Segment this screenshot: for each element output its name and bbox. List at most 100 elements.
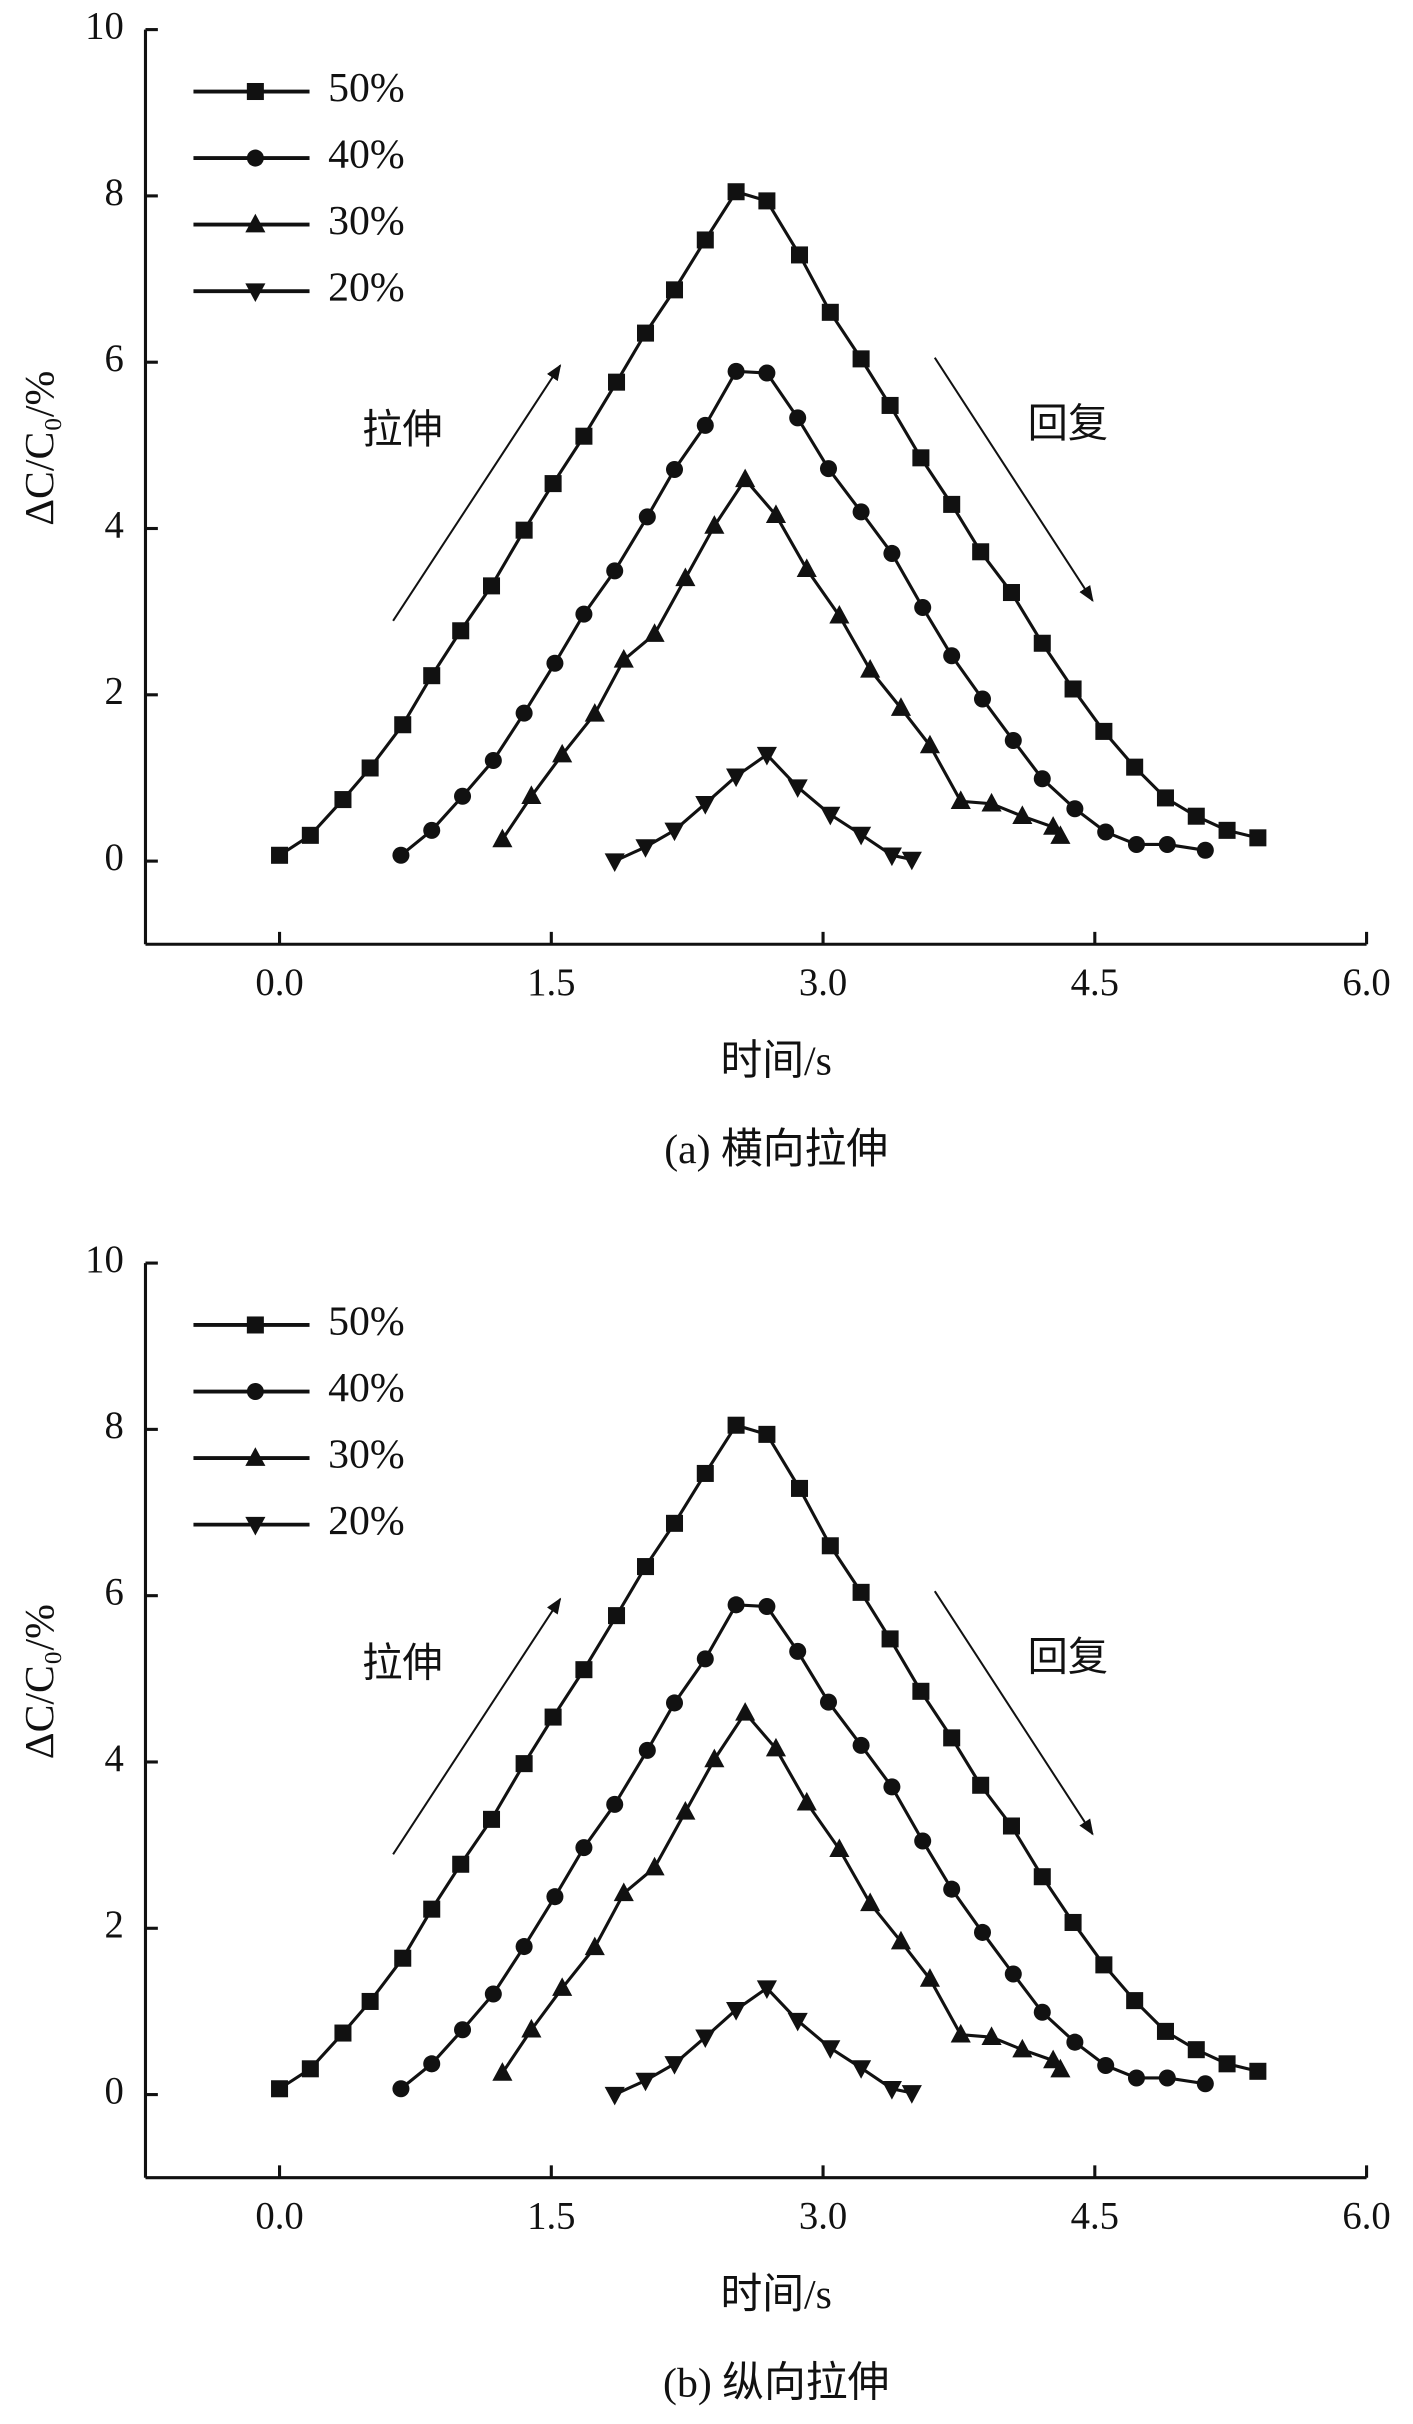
marker <box>901 2085 922 2104</box>
x-axis-label: 时间/s <box>720 2272 831 2318</box>
marker <box>483 1810 501 1828</box>
marker <box>765 504 787 523</box>
marker <box>1218 2055 1236 2073</box>
marker <box>608 373 626 391</box>
y-tick-label: 0 <box>104 837 123 879</box>
y-tick-label: 4 <box>104 504 123 546</box>
marker <box>635 2072 656 2092</box>
marker <box>1196 2075 1214 2093</box>
marker <box>890 697 912 716</box>
marker <box>727 362 745 380</box>
legend-marker <box>246 149 264 167</box>
marker <box>665 460 684 478</box>
marker <box>361 1992 379 2010</box>
marker <box>914 1832 932 1850</box>
marker <box>883 544 901 562</box>
marker <box>644 623 665 642</box>
marker <box>950 790 971 809</box>
line <box>501 1710 1062 2074</box>
series <box>392 1596 1214 2098</box>
marker <box>423 821 441 839</box>
marker <box>301 826 319 844</box>
legend-marker <box>246 1316 264 1334</box>
x-tick-label: 0.0 <box>255 2195 303 2237</box>
caption: (a) 横向拉伸 <box>664 1126 888 1173</box>
marker <box>726 768 747 788</box>
y-tick-label: 2 <box>104 671 123 713</box>
arrow <box>933 1590 1094 1836</box>
marker <box>606 1795 624 1813</box>
marker <box>852 350 870 368</box>
marker <box>1004 1965 1022 1983</box>
marker <box>919 734 941 754</box>
marker <box>665 1694 684 1712</box>
marker <box>943 495 961 513</box>
marker <box>912 1682 930 1700</box>
caption: (b) 纵向拉伸 <box>663 2359 889 2406</box>
marker <box>852 503 870 521</box>
marker <box>1249 2062 1267 2080</box>
marker <box>1097 2056 1115 2074</box>
marker <box>819 1693 838 1711</box>
marker <box>727 183 745 201</box>
marker <box>604 2086 625 2106</box>
marker <box>765 1737 787 1757</box>
series <box>604 746 922 872</box>
marker <box>484 751 502 770</box>
marker <box>1002 1817 1020 1835</box>
marker <box>613 649 634 668</box>
marker <box>1218 821 1236 839</box>
marker <box>1156 2022 1174 2040</box>
arrow <box>392 364 562 622</box>
marker <box>515 521 533 539</box>
arrow <box>933 357 1094 603</box>
marker <box>1158 835 1176 853</box>
marker <box>638 1741 656 1759</box>
marker <box>790 246 809 264</box>
x-tick-label: 4.5 <box>1071 962 1119 1004</box>
marker <box>851 826 872 846</box>
marker <box>1064 680 1082 698</box>
marker <box>664 2056 685 2075</box>
marker <box>1158 2069 1176 2087</box>
legend-label: 30% <box>328 198 405 244</box>
marker <box>758 192 776 210</box>
marker <box>1126 1992 1144 2010</box>
marker <box>881 847 902 867</box>
marker <box>613 1882 634 1902</box>
marker <box>787 779 808 798</box>
marker <box>636 1558 655 1576</box>
marker <box>665 281 684 299</box>
legend-marker <box>245 283 266 302</box>
marker <box>852 1736 870 1754</box>
marker <box>552 1977 573 1996</box>
marker <box>973 690 992 708</box>
legend-marker <box>246 82 264 101</box>
marker <box>484 1985 502 2003</box>
marker <box>981 2026 1002 2045</box>
marker <box>638 508 656 526</box>
marker <box>1249 829 1267 847</box>
legend-label: 20% <box>328 265 405 311</box>
marker <box>860 1892 881 1912</box>
marker <box>883 1778 901 1796</box>
marker <box>912 449 930 467</box>
marker <box>696 1650 714 1668</box>
marker <box>881 396 899 414</box>
annotation: 拉伸 <box>362 407 442 453</box>
x-tick-label: 1.5 <box>527 2195 575 2237</box>
marker <box>787 2012 808 2032</box>
marker <box>943 1729 961 1747</box>
marker <box>1012 805 1033 824</box>
marker <box>1033 1868 1051 1886</box>
marker <box>1033 634 1051 652</box>
y-tick-label: 10 <box>85 5 124 47</box>
marker <box>361 759 379 777</box>
y-tick-label: 8 <box>104 1405 123 1447</box>
marker <box>704 515 725 534</box>
series <box>392 362 1214 864</box>
marker <box>1196 841 1214 859</box>
marker <box>695 2029 716 2049</box>
marker <box>919 1968 941 1987</box>
